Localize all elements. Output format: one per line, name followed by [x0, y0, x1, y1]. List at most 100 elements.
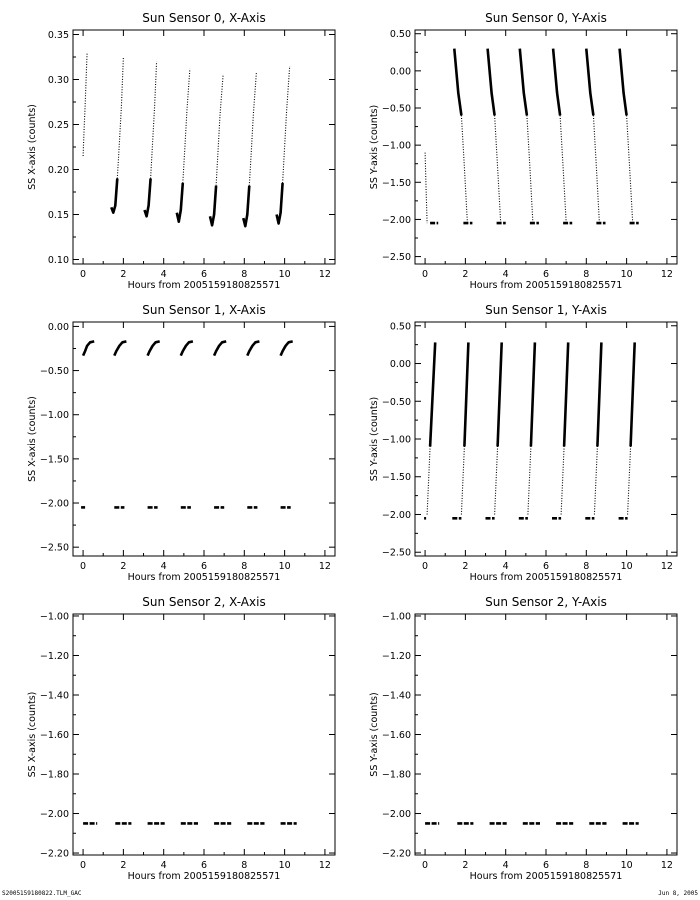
x-tick-label: 6 [543, 860, 549, 871]
data-segment [150, 61, 158, 179]
chart-panel-2: Sun Sensor 1, X-Axis 0 2 4 6 8 10 12 −2.50 −2.00 −… [27, 303, 336, 583]
plot-frame [72, 321, 336, 557]
data-segment [113, 340, 127, 357]
data-segment [585, 48, 595, 116]
x-tick-label: 2 [120, 561, 126, 572]
x-tick-label: 2 [120, 860, 126, 871]
y-tick-label: −2.00 [40, 499, 69, 510]
y-tick-label: 0.50 [390, 29, 411, 40]
data-series [424, 48, 639, 225]
y-axis-label: SS X-axis (counts) [27, 692, 38, 778]
data-segment [486, 48, 496, 116]
data-series [81, 340, 293, 509]
y-tick-label: −2.50 [382, 252, 411, 263]
x-tick-label: 4 [161, 561, 167, 572]
y-tick-label: −1.80 [382, 770, 411, 781]
x-axis-label: Hours from 2005159180825571 [470, 572, 623, 583]
y-axis-label: SS Y-axis (counts) [369, 397, 380, 481]
plot-frame [72, 29, 336, 265]
plot-frame [414, 29, 678, 265]
y-tick-label: 0.30 [48, 75, 69, 86]
x-tick-label: 2 [462, 860, 468, 871]
data-segment [529, 342, 537, 447]
data-segment [242, 185, 251, 228]
y-tick-label: −1.20 [382, 651, 411, 662]
x-axis-label: Hours from 2005159180825571 [470, 871, 623, 882]
y-tick-label: −2.00 [382, 215, 411, 226]
data-segment [460, 446, 465, 515]
x-tick-label: 12 [319, 269, 331, 280]
x-tick-label: 10 [621, 561, 633, 572]
data-series [82, 52, 291, 228]
x-tick-label: 2 [120, 269, 126, 280]
x-tick-label: 10 [279, 561, 291, 572]
data-segment [627, 446, 632, 515]
data-segment [463, 342, 470, 447]
y-tick-label: −1.20 [40, 651, 69, 662]
chart-panel-4: Sun Sensor 2, X-Axis 0 2 4 6 8 10 12 −2.20 −2.00 −… [27, 595, 336, 882]
y-tick-label: 0.35 [48, 30, 69, 41]
plot-frame [72, 613, 336, 856]
data-segment [143, 178, 152, 218]
x-axis-label: Hours from 2005159180825571 [128, 572, 281, 583]
data-segment [426, 446, 431, 515]
y-tick-label: −1.00 [382, 611, 411, 622]
x-tick-label: 8 [241, 860, 247, 871]
data-segment [559, 115, 567, 224]
y-axis-label: SS X-axis (counts) [27, 396, 38, 482]
chart-panel-5: Sun Sensor 2, Y-Axis 0 2 4 6 8 10 12 −2.20 −2.00 −… [369, 595, 678, 882]
y-tick-label: −1.00 [40, 410, 69, 421]
y-tick-label: −2.00 [40, 809, 69, 820]
y-tick-label: 0.20 [48, 165, 69, 176]
data-segment [460, 115, 468, 224]
data-segment [593, 446, 598, 515]
y-axis-label: SS Y-axis (counts) [369, 692, 380, 776]
x-tick-label: 10 [621, 860, 633, 871]
chart-title: Sun Sensor 1, Y-Axis [485, 303, 607, 317]
x-axis-label: Hours from 2005159180825571 [470, 280, 623, 291]
data-segment [518, 48, 529, 116]
x-tick-label: 10 [279, 269, 291, 280]
data-segment [248, 72, 257, 186]
x-axis-label: Hours from 2005159180825571 [128, 280, 281, 291]
x-tick-label: 6 [201, 860, 207, 871]
y-tick-label: −0.50 [40, 366, 69, 377]
data-segment [494, 446, 499, 515]
y-tick-label: −0.50 [382, 397, 411, 408]
x-tick-label: 6 [201, 269, 207, 280]
data-segment [629, 342, 636, 447]
x-tick-label: 4 [161, 269, 167, 280]
data-segment [562, 342, 570, 447]
y-tick-label: −1.40 [40, 690, 69, 701]
x-tick-label: 10 [621, 269, 633, 280]
data-segment [282, 65, 291, 184]
chart-title: Sun Sensor 2, Y-Axis [485, 595, 607, 609]
plot-frame [414, 613, 678, 856]
y-tick-label: −2.00 [382, 809, 411, 820]
x-tick-label: 6 [201, 561, 207, 572]
y-tick-label: −1.50 [382, 178, 411, 189]
data-segment [116, 56, 124, 179]
data-segment [215, 74, 224, 186]
data-segment [279, 340, 293, 357]
x-tick-label: 2 [462, 561, 468, 572]
y-tick-label: −1.40 [382, 690, 411, 701]
y-tick-label: −1.00 [382, 435, 411, 446]
x-tick-label: 10 [279, 860, 291, 871]
x-tick-label: 12 [661, 561, 673, 572]
y-tick-label: 0.00 [48, 322, 69, 333]
x-tick-label: 0 [422, 561, 428, 572]
chart-title: Sun Sensor 0, X-Axis [142, 11, 265, 25]
x-tick-label: 0 [80, 860, 86, 871]
data-segment [175, 182, 185, 223]
x-tick-label: 2 [462, 269, 468, 280]
data-segment [618, 48, 628, 116]
y-tick-label: −1.00 [382, 141, 411, 152]
data-segment [453, 48, 463, 116]
x-tick-label: 8 [241, 269, 247, 280]
x-tick-label: 12 [661, 269, 673, 280]
data-segment [208, 185, 218, 227]
data-segment [551, 48, 562, 116]
x-tick-label: 0 [422, 860, 428, 871]
data-segment [527, 446, 532, 515]
